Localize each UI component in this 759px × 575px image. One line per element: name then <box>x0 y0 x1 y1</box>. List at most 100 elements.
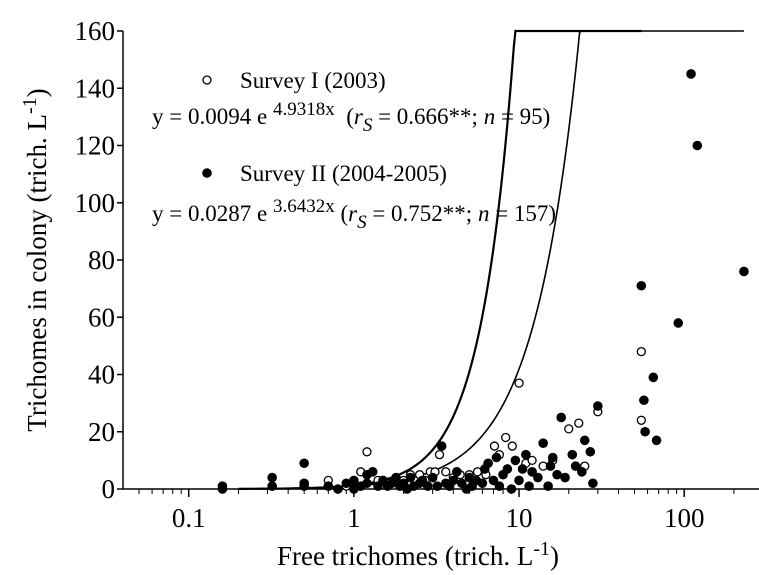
y-axis-title-sup: -1 <box>19 97 41 114</box>
point-survey-1 <box>441 467 451 477</box>
point-survey-2 <box>477 478 488 489</box>
point-survey-2 <box>556 412 567 423</box>
point-survey-2 <box>593 401 603 411</box>
point-survey-2 <box>533 472 543 483</box>
point-survey-2 <box>452 467 462 477</box>
x-axis-title-sup: -1 <box>533 538 550 560</box>
point-survey-1 <box>362 447 372 457</box>
equation-survey-1: y = 0.0094 e 4.9318x (rS = 0.666**; n = … <box>152 99 550 136</box>
point-survey-1 <box>501 432 511 443</box>
point-survey-1 <box>564 424 574 434</box>
point-survey-2 <box>299 458 309 469</box>
y-tick-label: 20 <box>88 417 115 447</box>
point-survey-2 <box>514 475 524 486</box>
point-survey-2 <box>405 472 416 483</box>
legend: Survey I (2003) y = 0.0094 e 4.9318x (rS… <box>152 68 556 233</box>
point-survey-2 <box>299 478 309 489</box>
point-survey-2 <box>506 484 517 494</box>
point-survey-2 <box>323 481 334 491</box>
x-ticks: 0.1 1 10 100 <box>138 489 735 533</box>
y-tick-label: 100 <box>75 188 116 218</box>
x-tick-label: 100 <box>664 503 705 533</box>
legend-marker-survey-2 <box>202 168 212 178</box>
legend-marker-survey-1 <box>202 75 212 85</box>
legend-label-survey-1: Survey I (2003) <box>240 68 386 93</box>
point-survey-2 <box>217 481 228 491</box>
x-tick-label: 0.1 <box>172 503 206 533</box>
point-survey-1 <box>636 415 646 425</box>
point-survey-2 <box>686 69 696 79</box>
point-survey-2 <box>673 318 684 328</box>
point-survey-2 <box>579 435 590 446</box>
point-survey-2 <box>524 481 534 491</box>
fit-line-survey-2 <box>238 30 744 490</box>
y-axis-title: Trichomes in colony (trich. L-1) <box>19 88 52 431</box>
point-survey-2 <box>577 467 587 477</box>
point-survey-2 <box>545 461 556 471</box>
y-tick-label: 140 <box>75 73 116 103</box>
point-survey-2 <box>552 469 562 480</box>
point-survey-2 <box>267 472 277 483</box>
point-survey-2 <box>362 478 372 489</box>
point-survey-2 <box>422 481 433 491</box>
point-survey-2 <box>543 481 553 491</box>
point-survey-2 <box>436 441 447 451</box>
point-survey-2 <box>588 478 598 489</box>
axes <box>122 31 759 490</box>
equation-survey-2: y = 0.0287 e 3.6432x (rS = 0.752**; n = … <box>152 196 556 233</box>
point-survey-2 <box>491 452 502 463</box>
x-axis-title-main: Free trichomes (trich. L <box>277 541 533 571</box>
point-survey-2 <box>567 449 578 460</box>
point-survey-1 <box>507 441 517 451</box>
point-survey-2 <box>502 464 513 474</box>
point-survey-2 <box>333 484 343 494</box>
y-tick-label: 120 <box>75 131 116 161</box>
point-survey-2 <box>391 472 401 483</box>
point-survey-2 <box>488 475 499 486</box>
point-survey-2 <box>521 449 531 460</box>
point-survey-2 <box>367 467 378 477</box>
point-survey-2 <box>427 472 438 483</box>
point-survey-2 <box>432 481 443 491</box>
point-survey-2 <box>517 464 528 474</box>
y-tick-label: 80 <box>88 245 115 275</box>
y-ticks: 0 20 40 60 80 100 120 140 160 <box>75 16 123 504</box>
point-survey-2 <box>640 426 650 437</box>
point-survey-2 <box>538 438 548 449</box>
point-survey-2 <box>648 372 659 383</box>
point-survey-2 <box>585 446 596 457</box>
x-axis-title: Free trichomes (trich. L-1) <box>277 538 559 571</box>
y-axis-title-tail: ) <box>22 88 52 97</box>
point-survey-2 <box>639 395 649 406</box>
point-survey-2 <box>570 461 581 471</box>
point-survey-2 <box>448 475 459 486</box>
x-tick-label: 1 <box>347 503 361 533</box>
point-survey-1 <box>434 449 445 460</box>
point-survey-2 <box>636 280 647 291</box>
point-survey-2 <box>547 452 558 463</box>
point-survey-2 <box>527 467 537 477</box>
point-survey-1 <box>527 455 537 466</box>
y-tick-label: 0 <box>102 474 116 504</box>
point-survey-2 <box>483 458 493 469</box>
point-survey-1 <box>514 378 524 388</box>
legend-label-survey-2: Survey II (2004-2005) <box>240 161 447 186</box>
y-tick-label: 60 <box>88 302 115 332</box>
y-tick-label: 160 <box>75 16 116 46</box>
point-survey-2 <box>267 481 277 491</box>
point-survey-1 <box>636 346 646 357</box>
data-points <box>217 69 749 494</box>
x-axis-title-tail: ) <box>550 541 559 571</box>
point-survey-2 <box>510 455 521 466</box>
point-survey-2 <box>739 266 749 277</box>
point-survey-2 <box>494 481 505 491</box>
point-survey-1 <box>489 441 500 451</box>
point-survey-1 <box>574 418 584 428</box>
y-axis-title-main: Trichomes in colony (trich. L <box>22 114 52 432</box>
point-survey-2 <box>651 435 662 446</box>
y-tick-label: 40 <box>88 360 115 390</box>
x-tick-label: 10 <box>506 503 533 533</box>
point-survey-2 <box>692 140 703 151</box>
point-survey-2 <box>560 472 570 483</box>
